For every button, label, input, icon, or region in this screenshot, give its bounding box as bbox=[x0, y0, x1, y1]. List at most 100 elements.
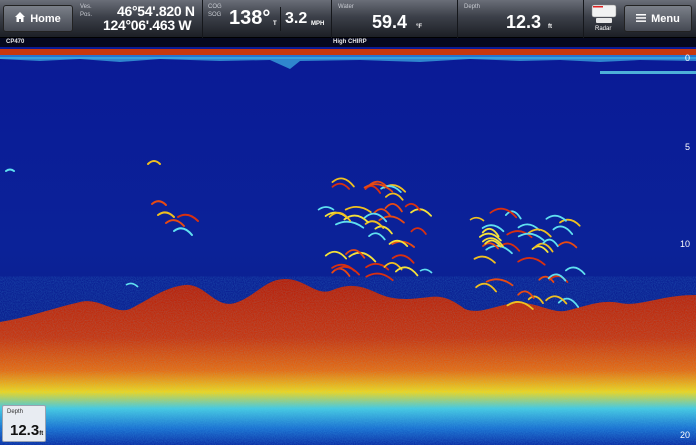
fish-arch bbox=[331, 177, 355, 188]
fish-arches-left bbox=[5, 160, 199, 236]
depth-scale-0: 0 bbox=[684, 53, 690, 63]
fish-arch bbox=[410, 208, 432, 217]
fish-arch bbox=[374, 225, 393, 235]
fish-arch bbox=[481, 224, 505, 233]
fish-arch bbox=[481, 227, 500, 238]
sonar-image bbox=[0, 47, 696, 445]
fish-arch bbox=[479, 232, 502, 242]
sonar-display[interactable]: 0 5 10 20 bbox=[0, 47, 696, 445]
fish-arch bbox=[391, 254, 415, 264]
seabed-texture bbox=[0, 292, 696, 445]
fish-arch bbox=[365, 272, 394, 282]
data-bar: Home Ves. Pos. 46°54'.820 N 124°06'.463 … bbox=[0, 0, 696, 38]
fish-arch bbox=[344, 206, 372, 213]
fish-arch bbox=[527, 228, 552, 238]
fish-arch bbox=[545, 214, 567, 222]
mode-label: High CHIRP bbox=[333, 39, 367, 45]
cog-sog-cell[interactable]: COG SOG 138° T 3.2 MPH bbox=[205, 0, 332, 38]
fish-arch bbox=[348, 251, 377, 263]
depth-unit: ft bbox=[548, 24, 552, 30]
fish-arch bbox=[364, 185, 382, 194]
fish-arch bbox=[559, 218, 581, 227]
fish-arch bbox=[482, 242, 499, 250]
position-label-top: Ves. bbox=[80, 4, 92, 10]
fish-arch bbox=[506, 301, 534, 310]
fish-arch bbox=[558, 241, 578, 249]
fish-arch bbox=[542, 238, 559, 248]
fish-arch bbox=[365, 262, 390, 271]
water-temp-value: 59.4 bbox=[372, 12, 408, 32]
depth-readout-box[interactable]: Depth 12.3ft bbox=[2, 405, 46, 442]
depth-scale-10: 10 bbox=[679, 239, 690, 249]
sog-label: SOG bbox=[208, 12, 222, 18]
fish-arch bbox=[385, 192, 404, 201]
fish-arch bbox=[331, 267, 351, 277]
fish-arch bbox=[506, 230, 533, 239]
fish-arch bbox=[378, 215, 405, 224]
surface-clutter bbox=[0, 57, 696, 69]
depth-box-value: 12.3ft bbox=[10, 422, 43, 439]
stray-targets bbox=[125, 206, 485, 288]
fish-arch bbox=[410, 227, 427, 235]
fish-arch bbox=[517, 257, 546, 266]
fish-arch bbox=[527, 295, 544, 304]
fish-arch bbox=[538, 275, 555, 283]
fish-arch bbox=[482, 237, 504, 248]
radar-label: Radar bbox=[595, 26, 612, 32]
fish-school-center bbox=[324, 177, 432, 282]
home-button-label: Home bbox=[30, 12, 61, 25]
water-label: Water bbox=[338, 4, 354, 10]
fish-school-right bbox=[473, 207, 586, 310]
depth-cell[interactable]: Depth 12.3 ft bbox=[460, 0, 584, 38]
fish-arch bbox=[335, 220, 365, 229]
fish-arch bbox=[552, 225, 574, 235]
surface-line bbox=[600, 71, 696, 74]
fish-arch bbox=[517, 232, 545, 242]
home-button[interactable]: Home bbox=[3, 5, 73, 32]
longitude-value: 124°06'.463 W bbox=[103, 17, 192, 33]
sog-unit: MPH bbox=[311, 21, 325, 27]
depth-scale-5: 5 bbox=[684, 142, 690, 152]
fish-arch bbox=[489, 207, 518, 219]
fish-arch bbox=[473, 255, 496, 264]
fish-arch bbox=[395, 266, 419, 277]
depth-box-label: Depth bbox=[7, 409, 24, 415]
divider bbox=[280, 7, 281, 31]
fish-arch bbox=[505, 210, 522, 220]
menu-button-label: Menu bbox=[651, 12, 680, 25]
fish-arch bbox=[373, 208, 392, 217]
fish-arch bbox=[547, 273, 567, 282]
surface-band bbox=[0, 49, 696, 55]
menu-icon bbox=[636, 13, 647, 25]
fish-arch bbox=[363, 183, 394, 193]
cog-value: 138° bbox=[229, 7, 271, 29]
radar-icon bbox=[591, 4, 617, 29]
fish-arch bbox=[334, 265, 360, 276]
channel-label: CP470 bbox=[6, 39, 25, 45]
vessel-position-cell[interactable]: Ves. Pos. 46°54'.820 N 124°06'.463 W bbox=[77, 0, 203, 38]
fish-arch bbox=[545, 295, 568, 305]
cog-suffix: T bbox=[273, 21, 277, 27]
water-temp-cell[interactable]: Water 59.4 °F bbox=[334, 0, 458, 38]
menu-button[interactable]: Menu bbox=[624, 5, 692, 32]
depth-value: 12.3 bbox=[506, 12, 542, 32]
fish-arch bbox=[380, 185, 402, 193]
latitude-value: 46°54'.820 N bbox=[117, 3, 195, 19]
fish-arch bbox=[565, 266, 586, 275]
fish-arch bbox=[384, 203, 403, 213]
sog-value: 3.2 bbox=[285, 10, 308, 27]
depth-box-unit: ft bbox=[39, 431, 44, 437]
fish-arch bbox=[388, 239, 409, 247]
home-icon bbox=[15, 12, 26, 25]
fish-arch bbox=[557, 297, 580, 308]
fish-arch bbox=[364, 220, 385, 229]
radar-widget[interactable]: Radar bbox=[588, 4, 620, 34]
fish-arch bbox=[368, 232, 386, 241]
fish-arch bbox=[484, 239, 502, 248]
fish-arch bbox=[331, 182, 350, 190]
fish-arch bbox=[345, 249, 366, 259]
fish-arch bbox=[324, 250, 347, 260]
water-temp-unit: °F bbox=[416, 24, 423, 30]
depth-scale-20: 20 bbox=[679, 430, 690, 440]
sonar-header: CP470 High CHIRP bbox=[0, 38, 696, 47]
